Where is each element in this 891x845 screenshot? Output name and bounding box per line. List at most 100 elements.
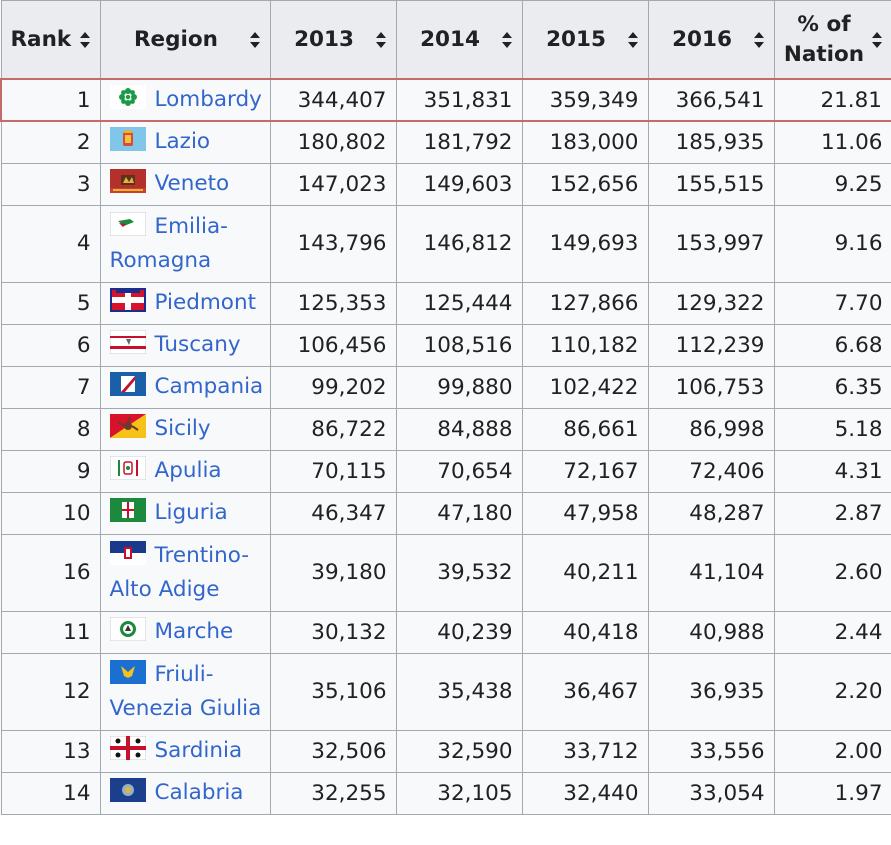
table-row: 5 Piedmont 125,353 125,444 127,866 129,322 7.7… bbox=[0, 281, 891, 325]
value-2014-cell: 181,792 bbox=[395, 120, 523, 164]
value-2014-cell: 84,888 bbox=[395, 407, 523, 451]
region-link[interactable]: Lombardy bbox=[154, 87, 262, 112]
value-2013-cell: 86,722 bbox=[269, 407, 397, 451]
region-link[interactable]: Emilia- Romagna bbox=[110, 214, 228, 273]
table-row: 9 Apulia 70,115 70,654 72,167 72,406 4.31 bbox=[0, 449, 891, 493]
region-link[interactable]: Piedmont bbox=[154, 290, 257, 315]
value-2015-cell: 33,712 bbox=[521, 729, 649, 773]
column-header-2013[interactable]: 2013 bbox=[269, 0, 397, 80]
rank-cell: 5 bbox=[0, 281, 101, 325]
table-row: 11 Marche 30,132 40,239 40,418 40,988 2.44 bbox=[0, 610, 891, 654]
value-2015-cell: 40,418 bbox=[521, 610, 649, 654]
value-2016-cell: 72,406 bbox=[647, 449, 775, 493]
column-header-region[interactable]: Region bbox=[99, 0, 271, 80]
marche-flag-icon bbox=[109, 617, 146, 641]
sort-icon[interactable] bbox=[753, 31, 765, 49]
sardinia-flag-icon bbox=[109, 736, 146, 760]
region-link[interactable]: Sicily bbox=[154, 416, 211, 441]
apulia-flag-icon bbox=[109, 456, 146, 480]
rank-cell: 6 bbox=[0, 323, 101, 367]
percent-of-nation-cell: 6.68 bbox=[773, 323, 891, 367]
column-header-2014[interactable]: 2014 bbox=[395, 0, 523, 80]
table-row: 8 Sicily 86,722 84,888 86,661 86,998 5.18 bbox=[0, 407, 891, 451]
percent-of-nation-cell: 7.70 bbox=[773, 281, 891, 325]
column-header-percent-of-nation[interactable]: % of Nation bbox=[773, 0, 891, 80]
value-2014-cell: 70,654 bbox=[395, 449, 523, 493]
trentino-flag-icon bbox=[109, 540, 146, 565]
rank-cell: 10 bbox=[0, 491, 101, 535]
lazio-flag-icon bbox=[109, 127, 146, 152]
value-2015-cell: 152,656 bbox=[521, 162, 649, 206]
value-2015-cell: 102,422 bbox=[521, 365, 649, 409]
column-header-label: Rank bbox=[10, 26, 72, 52]
value-2016-cell: 129,322 bbox=[647, 281, 775, 325]
region-link[interactable]: Trentino- Alto Adige bbox=[110, 543, 250, 602]
rank-cell: 12 bbox=[0, 652, 101, 731]
percent-of-nation-cell: 2.00 bbox=[773, 729, 891, 773]
rank-cell: 3 bbox=[0, 162, 101, 206]
veneto-flag-icon bbox=[109, 169, 146, 193]
region-cell: Sardinia bbox=[99, 729, 271, 773]
value-2014-cell: 149,603 bbox=[395, 162, 523, 206]
sort-icon[interactable] bbox=[79, 31, 91, 49]
campania-flag-icon bbox=[109, 372, 146, 396]
value-2013-cell: 32,506 bbox=[269, 729, 397, 773]
value-2013-cell: 30,132 bbox=[269, 610, 397, 654]
value-2014-cell: 351,831 bbox=[395, 78, 523, 122]
value-2015-cell: 32,440 bbox=[521, 771, 649, 815]
value-2015-cell: 47,958 bbox=[521, 491, 649, 535]
value-2016-cell: 40,988 bbox=[647, 610, 775, 654]
rank-cell: 9 bbox=[0, 449, 101, 493]
column-header-label-line: Nation bbox=[783, 41, 865, 67]
value-2015-cell: 110,182 bbox=[521, 323, 649, 367]
region-link[interactable]: Marche bbox=[154, 619, 234, 644]
column-header-2016[interactable]: 2016 bbox=[647, 0, 775, 80]
region-link[interactable]: Sardinia bbox=[154, 738, 243, 763]
region-cell: Piedmont bbox=[99, 281, 271, 325]
region-link[interactable]: Liguria bbox=[154, 500, 228, 525]
region-link[interactable]: Calabria bbox=[154, 780, 244, 805]
sort-icon[interactable] bbox=[375, 31, 387, 49]
region-cell: Calabria bbox=[99, 771, 271, 815]
region-cell: Liguria bbox=[99, 491, 271, 535]
percent-of-nation-cell: 2.44 bbox=[773, 610, 891, 654]
region-link[interactable]: Friuli- Venezia Giulia bbox=[110, 662, 262, 721]
region-link[interactable]: Veneto bbox=[154, 171, 230, 196]
percent-of-nation-cell: 21.81 bbox=[773, 78, 891, 122]
value-2016-cell: 33,556 bbox=[647, 729, 775, 773]
sort-icon[interactable] bbox=[627, 31, 639, 49]
table-row: 3 Veneto 147,023 149,603 152,656 155,515 9.25 bbox=[0, 162, 891, 206]
value-2016-cell: 366,541 bbox=[647, 78, 775, 122]
sort-icon[interactable] bbox=[249, 31, 261, 49]
emilia-romagna-flag-icon bbox=[109, 211, 146, 236]
percent-of-nation-cell: 2.20 bbox=[773, 652, 891, 731]
value-2014-cell: 35,438 bbox=[395, 652, 523, 731]
region-cell: Tuscany bbox=[99, 323, 271, 367]
rank-cell: 14 bbox=[0, 771, 101, 815]
value-2015-cell: 40,211 bbox=[521, 533, 649, 612]
piedmont-flag-icon bbox=[109, 288, 146, 312]
region-name-line: Romagna bbox=[109, 247, 212, 273]
value-2014-cell: 40,239 bbox=[395, 610, 523, 654]
value-2015-cell: 149,693 bbox=[521, 204, 649, 283]
value-2014-cell: 108,516 bbox=[395, 323, 523, 367]
region-cell: Lazio bbox=[99, 120, 271, 164]
region-cell: Marche bbox=[99, 610, 271, 654]
column-header-rank[interactable]: Rank bbox=[0, 0, 101, 80]
value-2013-cell: 106,456 bbox=[269, 323, 397, 367]
region-link[interactable]: Apulia bbox=[154, 458, 222, 483]
table-row: 16 Trentino- Alto Adige 39,180 39,532 40,211 4… bbox=[0, 533, 891, 612]
percent-of-nation-cell: 9.25 bbox=[773, 162, 891, 206]
value-2014-cell: 32,105 bbox=[395, 771, 523, 815]
rank-cell: 4 bbox=[0, 204, 101, 283]
value-2016-cell: 36,935 bbox=[647, 652, 775, 731]
region-cell: Campania bbox=[99, 365, 271, 409]
sort-icon[interactable] bbox=[501, 31, 513, 49]
table-row: 7 Campania 99,202 99,880 102,422 106,753 6.35 bbox=[0, 365, 891, 409]
column-header-2015[interactable]: 2015 bbox=[521, 0, 649, 80]
sort-icon[interactable] bbox=[871, 31, 883, 49]
region-link[interactable]: Tuscany bbox=[154, 332, 241, 357]
region-link[interactable]: Campania bbox=[154, 374, 264, 399]
region-link[interactable]: Lazio bbox=[154, 129, 211, 155]
table-row: 14 Calabria 32,255 32,105 32,440 33,054 1.97 bbox=[0, 771, 891, 815]
